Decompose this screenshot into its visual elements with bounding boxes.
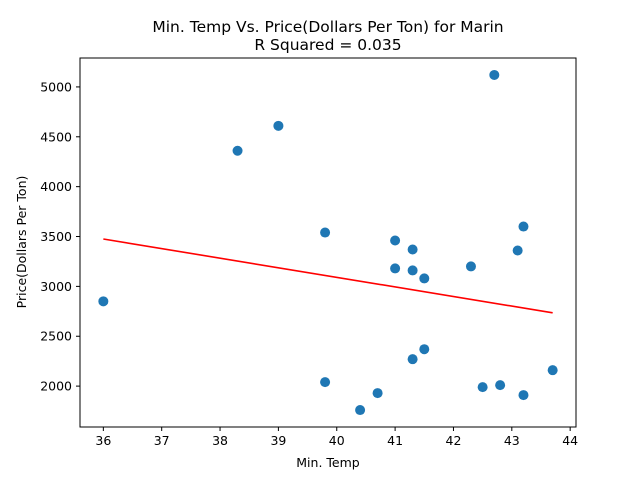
- y-tick-label: 3500: [40, 229, 72, 244]
- x-tick-label: 43: [504, 433, 520, 448]
- x-tick-label: 40: [329, 433, 345, 448]
- scatter-point: [273, 120, 284, 131]
- x-tick-label: 44: [562, 433, 578, 448]
- scatter-point: [547, 365, 558, 376]
- axes-frame: [79, 57, 577, 428]
- y-tick-label: 4500: [40, 129, 72, 144]
- scatter-point: [489, 69, 500, 80]
- scatter-point: [419, 344, 430, 355]
- fit-line-layer: [103, 238, 553, 314]
- regression-line: [103, 238, 553, 314]
- scatter-point: [355, 405, 366, 416]
- scatter-point: [407, 244, 418, 255]
- scatter-point: [320, 227, 331, 238]
- y-tick-label: 3000: [40, 279, 72, 294]
- scatter-point: [465, 261, 476, 272]
- y-tick-label: 4000: [40, 179, 72, 194]
- points-layer: [98, 69, 558, 416]
- chart-subtitle: R Squared = 0.035: [254, 36, 401, 54]
- scatter-point: [518, 221, 529, 232]
- y-tick-label: 2500: [40, 329, 72, 344]
- scatter-point: [407, 265, 418, 276]
- y-axis-label: Price(Dollars Per Ton): [14, 176, 29, 309]
- scatter-point: [495, 380, 506, 391]
- x-tick-label: 37: [154, 433, 170, 448]
- x-tick-label: 41: [387, 433, 403, 448]
- scatter-point: [232, 145, 243, 156]
- y-tick-label: 5000: [40, 79, 72, 94]
- x-axis-label: Min. Temp: [296, 455, 360, 470]
- x-tick-label: 38: [212, 433, 228, 448]
- scatter-point: [372, 388, 383, 399]
- plot-area: [98, 69, 558, 416]
- scatter-point: [407, 354, 418, 365]
- scatter-point: [419, 273, 430, 284]
- x-axis-ticks: 36 37 38 39 40 41 42 43 44: [95, 427, 578, 448]
- scatter-point: [518, 390, 529, 401]
- y-axis-ticks: 2000 2500 3000 3500 4000 4500 5000: [40, 79, 80, 394]
- y-tick-label: 2000: [40, 379, 72, 394]
- x-tick-label: 36: [95, 433, 111, 448]
- x-tick-label: 39: [270, 433, 286, 448]
- scatter-point: [477, 382, 488, 393]
- scatter-point: [390, 263, 401, 274]
- scatter-point: [98, 296, 109, 307]
- x-tick-label: 42: [446, 433, 462, 448]
- chart-title: Min. Temp Vs. Price(Dollars Per Ton) for…: [152, 18, 503, 36]
- scatter-point: [390, 235, 401, 246]
- scatter-point: [320, 377, 331, 388]
- scatter-point: [512, 245, 523, 256]
